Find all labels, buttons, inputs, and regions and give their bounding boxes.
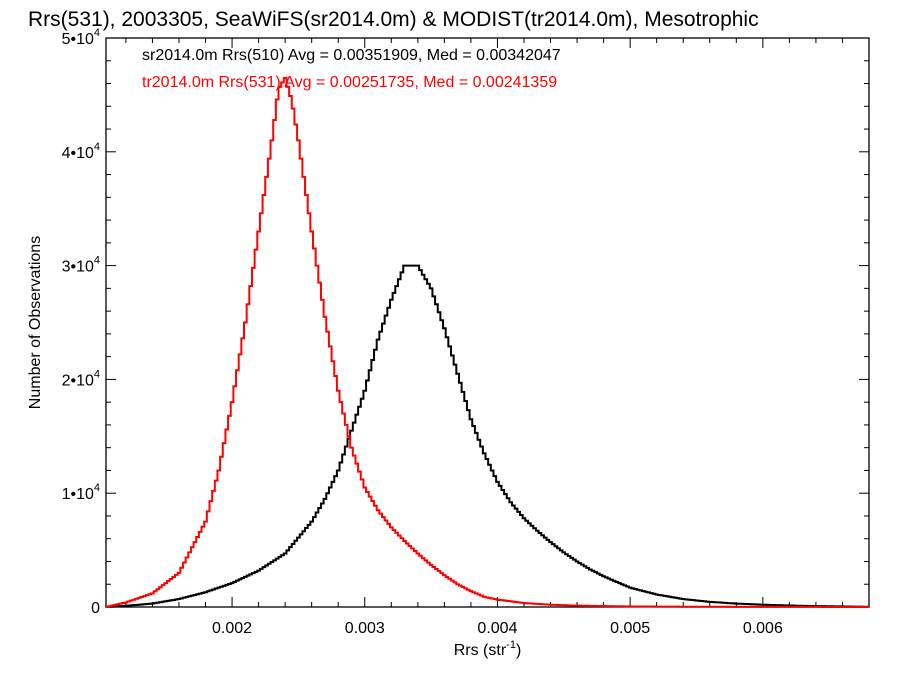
x-tick-label: 0.006 <box>743 620 783 637</box>
tick-labels: 0.002 0.003 0.004 0.005 0.006 0 1•104 2•104 3•10… <box>62 27 783 637</box>
y-tick-label: 5•104 <box>62 27 100 48</box>
x-axis-label: Rrs (str-1) <box>454 639 522 659</box>
y-tick-label: 3•104 <box>62 255 100 276</box>
y-tick-label: 0 <box>91 600 100 617</box>
chart-title: Rrs(531), 2003305, SeaWiFS(sr2014.0m) & … <box>28 8 759 31</box>
series-line-0 <box>105 264 869 608</box>
legend-entry-0: sr2014.0m Rrs(510) Avg = 0.00351909, Med… <box>142 47 561 64</box>
x-tick-label: 0.005 <box>610 620 650 637</box>
y-tick-label: 4•104 <box>62 141 100 162</box>
legend: sr2014.0m Rrs(510) Avg = 0.00351909, Med… <box>142 47 561 91</box>
legend-entry-1: tr2014.0m Rrs(531) Avg = 0.00251735, Med… <box>142 74 557 91</box>
plot-frame <box>105 37 870 608</box>
y-tick-label: 1•104 <box>62 482 100 503</box>
x-tick-label: 0.002 <box>212 620 252 637</box>
series-layer <box>105 76 869 608</box>
x-tick-label: 0.003 <box>345 620 385 637</box>
series-line-1 <box>105 76 869 608</box>
y-axis-label: Number of Observations <box>27 236 44 409</box>
x-tick-label: 0.004 <box>477 620 517 637</box>
axis-ticks <box>106 37 870 608</box>
y-tick-label: 2•104 <box>62 368 100 389</box>
